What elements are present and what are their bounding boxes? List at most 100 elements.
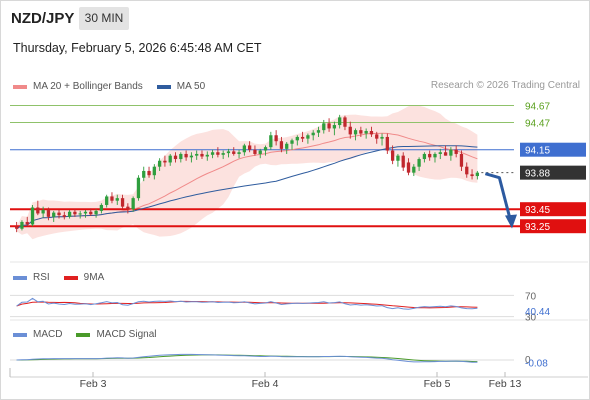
candle-body [428, 153, 432, 158]
candle-body [274, 135, 278, 142]
rsi-swatch [13, 275, 27, 280]
candle-body [226, 151, 231, 154]
legend-ma50: MA 50 [156, 81, 206, 92]
candle-body [67, 211, 72, 217]
candle-body [30, 207, 35, 225]
x-tick-label: Feb 3 [80, 378, 107, 390]
legend-ma50-label: MA 50 [176, 81, 206, 92]
level-label: 93.88 [525, 169, 550, 180]
candle-body [205, 154, 209, 157]
candle-body [295, 136, 299, 141]
ma50-swatch [156, 84, 171, 89]
main-legend: MA 20 + Bollinger Bands MA 50 [13, 81, 219, 92]
candle-body [258, 150, 262, 154]
candle-body [263, 147, 268, 151]
candle-body [195, 153, 199, 156]
candle-body [83, 211, 88, 214]
legend-macd-signal: MACD Signal [76, 329, 156, 340]
candle-body [142, 170, 146, 178]
candle-body [115, 198, 119, 201]
candle-body [359, 130, 363, 134]
candle-body [248, 145, 252, 150]
candle-body [105, 196, 109, 205]
copyright: Research © 2026 Trading Central [430, 80, 580, 91]
candle-body [454, 149, 458, 154]
candle-body [110, 196, 114, 201]
candle-body [348, 126, 352, 135]
x-tick-label: Feb 13 [489, 378, 522, 390]
candle-body [290, 140, 294, 144]
ma20-swatch [13, 84, 27, 89]
candle-body [232, 151, 236, 154]
candle-body [279, 141, 284, 149]
timeframe-button[interactable]: 30 MIN [79, 7, 129, 30]
forecast-arrowhead [505, 214, 517, 229]
candle-body [433, 153, 437, 158]
candle-body [412, 166, 416, 173]
candle-body [316, 130, 321, 133]
macd-legend: MACD MACD Signal [13, 329, 170, 340]
candle-body [200, 153, 204, 157]
legend-9ma-label: 9MA [83, 272, 105, 283]
level-label-box [520, 142, 586, 157]
candle-body [306, 135, 310, 139]
candle-body [52, 212, 56, 217]
candle-body [253, 149, 257, 154]
candle-body [163, 160, 167, 163]
level-label: 93.45 [525, 205, 550, 216]
candle-body [364, 131, 368, 134]
candle-body [459, 153, 464, 167]
candle-body [417, 159, 421, 167]
candle-body [57, 212, 61, 216]
macd-signal-swatch [76, 332, 91, 337]
legend-rsi-label: RSI [33, 272, 50, 283]
macd-last-label: -0.08 [525, 358, 548, 369]
candle-body [465, 166, 469, 175]
level-label: 94.67 [525, 102, 550, 113]
candle-body [41, 210, 45, 214]
rsi-legend: RSI 9MA [13, 272, 118, 283]
rsi-level-label: 30 [525, 313, 537, 324]
candle-body [406, 162, 411, 173]
candle-body [369, 131, 374, 135]
candle-body [332, 125, 337, 129]
macd-zero-label: 0 [525, 355, 531, 366]
candle-body [94, 210, 98, 215]
legend-ma20-bollinger: MA 20 + Bollinger Bands [13, 81, 143, 92]
candle-body [269, 135, 273, 148]
candle-body [443, 152, 448, 156]
candle-body [311, 132, 315, 136]
level-label: 94.15 [525, 146, 550, 157]
level-label-box [520, 202, 586, 217]
candle-body [375, 134, 379, 139]
candle-body [184, 153, 188, 158]
candle-body [285, 143, 289, 149]
candle-body [475, 172, 479, 177]
candle-body [216, 152, 220, 155]
candle-body [422, 153, 427, 160]
candle-body [210, 152, 215, 155]
legend-rsi: RSI [13, 272, 50, 283]
candle-body [237, 152, 241, 154]
legend-macd-signal-label: MACD Signal [96, 329, 157, 340]
candle-body [179, 153, 183, 160]
candle-body [120, 198, 125, 207]
rsi-level-label: 70 [525, 291, 537, 302]
candle-body [380, 136, 384, 139]
candle-body [385, 136, 389, 151]
legend-ma20-label: MA 20 + Bollinger Bands [33, 81, 143, 92]
candle-body [15, 227, 19, 229]
candle-body [322, 123, 326, 131]
symbol-title: NZD/JPY [11, 10, 75, 27]
candle-body [126, 206, 130, 210]
x-tick-label: Feb 4 [252, 378, 279, 390]
candle-body [46, 210, 51, 217]
rsi-line [16, 297, 478, 310]
candle-body [157, 160, 162, 167]
candle-body [221, 153, 225, 155]
candle-body [136, 177, 141, 199]
legend-rsi-9ma: 9MA [63, 272, 105, 283]
candle-body [168, 155, 172, 163]
candle-body [396, 155, 400, 161]
